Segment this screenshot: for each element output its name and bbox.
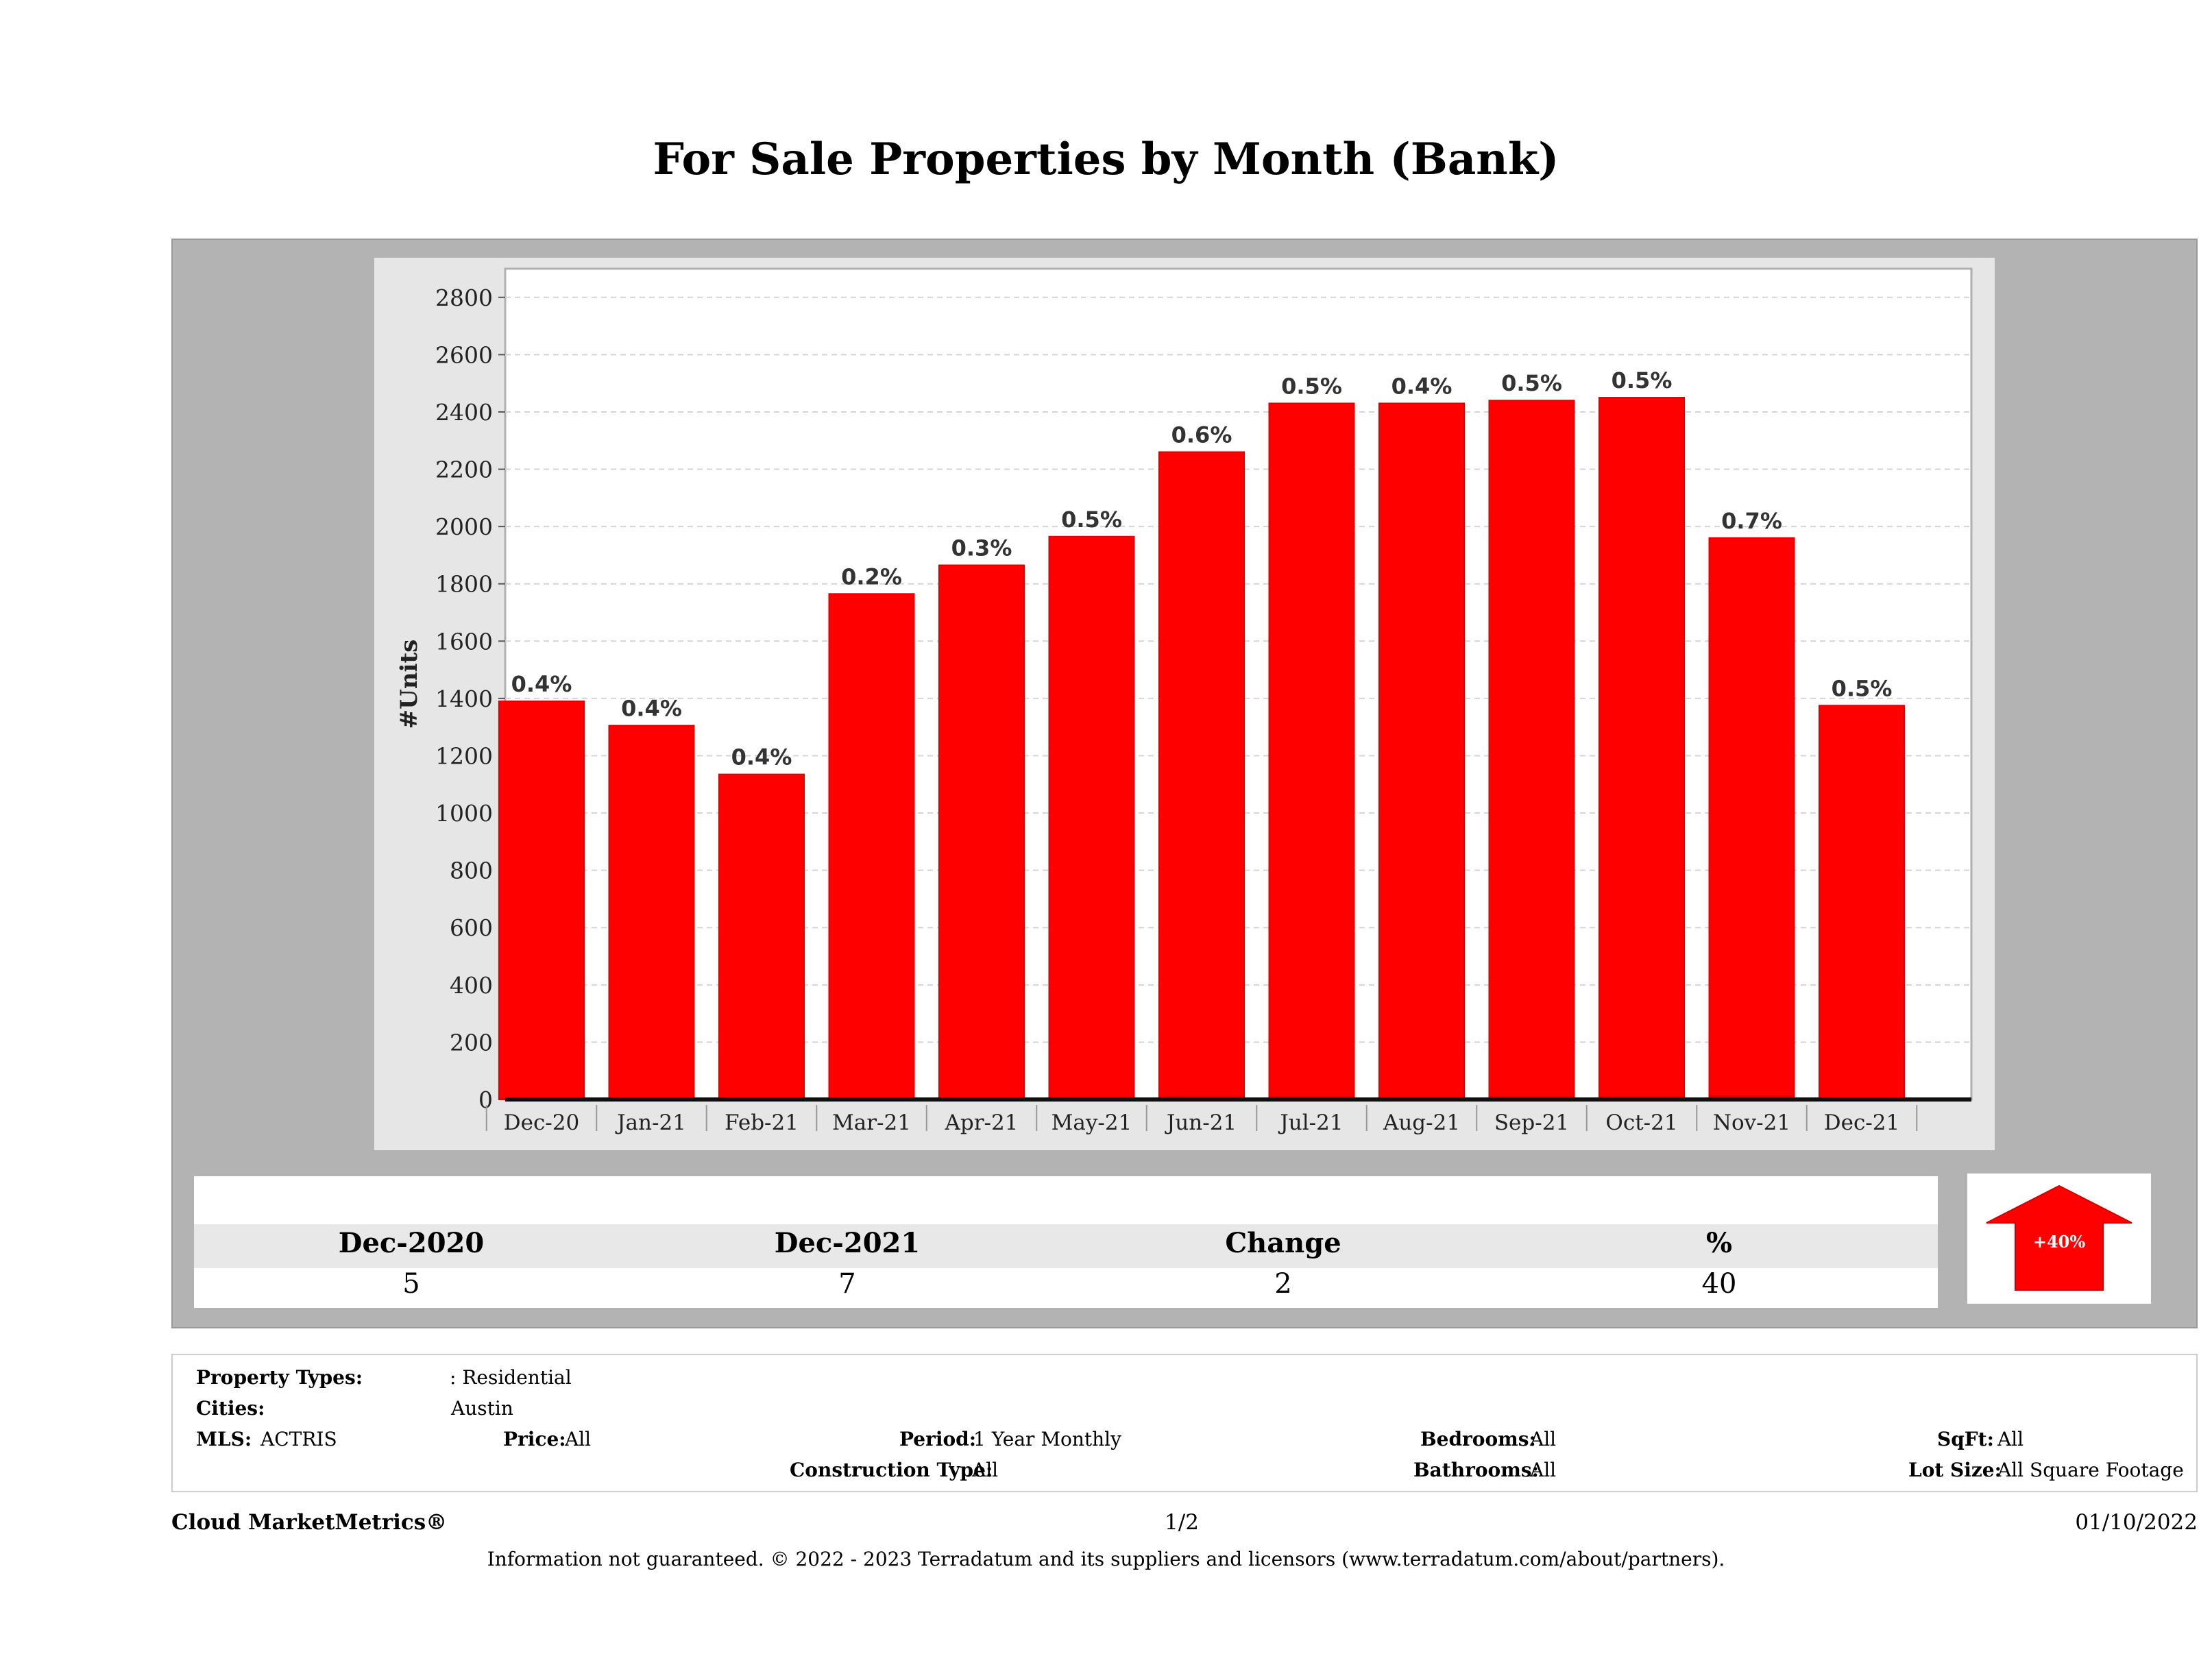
summary-value-start: 5: [402, 1268, 420, 1300]
summary-value-band: [194, 1268, 1938, 1308]
bar: [1819, 705, 1905, 1100]
price-label: Price:: [503, 1428, 566, 1450]
y-axis-label: #Units: [396, 640, 423, 729]
construction-type-label: Construction Type:: [790, 1459, 993, 1481]
x-tick-label: Dec-20: [504, 1110, 579, 1135]
summary-header-change: Change: [1225, 1227, 1341, 1259]
data-label: 0.5%: [1061, 507, 1122, 533]
summary-header-band: [194, 1224, 1938, 1268]
x-tick-label: Apr-21: [945, 1110, 1019, 1135]
bedrooms-value: All: [1530, 1428, 1557, 1450]
x-tick-label: Jul-21: [1278, 1110, 1343, 1135]
y-tick-label: 1400: [435, 685, 493, 712]
bar-chart: 0 200 400 600 800 1000 1200 1400 1600 1800 2000 220…: [396, 267, 1973, 1135]
y-tick-label: 2200: [435, 457, 493, 483]
data-label: 0.5%: [1612, 367, 1673, 393]
page-number: 1/2: [1165, 1510, 1199, 1535]
x-tick-label: Dec-21: [1824, 1110, 1899, 1135]
y-tick-label: 1200: [435, 742, 493, 769]
brand-name: Cloud MarketMetrics®: [171, 1510, 448, 1535]
x-tick-label: Aug-21: [1383, 1110, 1460, 1135]
change-badge-label: +40%: [2033, 1232, 2086, 1252]
y-tick-label: 600: [450, 914, 493, 941]
data-label: 0.4%: [731, 744, 792, 770]
x-tick-label: Jun-21: [1165, 1110, 1237, 1135]
data-label: 0.4%: [1391, 373, 1453, 399]
y-tick-label: 1000: [435, 800, 493, 827]
y-tick-label: 400: [450, 972, 493, 999]
y-tick-label: 2800: [435, 284, 493, 311]
bar: [1488, 400, 1575, 1100]
bar: [828, 593, 915, 1100]
sqft-label: SqFt:: [1937, 1428, 1994, 1450]
x-tick-label: Sep-21: [1494, 1110, 1569, 1135]
bar: [1378, 402, 1465, 1100]
property-types-label: Property Types:: [196, 1366, 363, 1389]
y-tick-label: 1800: [435, 571, 493, 598]
data-label: 0.5%: [1501, 370, 1562, 396]
filter-summary: [171, 1354, 2198, 1492]
bar: [1048, 535, 1135, 1100]
mls-label: MLS:: [196, 1428, 252, 1450]
summary-header-percent: %: [1705, 1227, 1732, 1259]
change-indicator: +40%: [1967, 1174, 2151, 1304]
summary-spacer: [194, 1176, 1938, 1224]
y-tick-label: 2600: [435, 341, 493, 368]
x-tick-label: May-21: [1052, 1110, 1132, 1135]
bar: [938, 564, 1025, 1101]
data-label: 0.4%: [511, 671, 572, 697]
bathrooms-label: Bathrooms:: [1413, 1459, 1539, 1481]
period-label: Period:: [899, 1428, 977, 1450]
report-date: 01/10/2022: [2075, 1510, 2198, 1535]
bar: [1268, 402, 1355, 1100]
bar: [498, 701, 585, 1100]
summary-value-percent: 40: [1701, 1268, 1737, 1300]
bar: [1158, 451, 1245, 1100]
data-label: 0.3%: [951, 535, 1012, 561]
x-tick-label: Nov-21: [1713, 1110, 1790, 1135]
cities-label: Cities:: [196, 1397, 265, 1420]
mls-value: ACTRIS: [260, 1428, 337, 1450]
y-tick-label: 2000: [435, 513, 493, 540]
up-arrow-icon: +40%: [1986, 1184, 2132, 1291]
cities-value: Austin: [451, 1397, 513, 1420]
y-tick-label: 800: [450, 858, 493, 884]
y-tick-label: 0: [478, 1086, 493, 1113]
bedrooms-label: Bedrooms:: [1420, 1428, 1536, 1450]
summary-value-change: 2: [1274, 1268, 1292, 1300]
y-tick-label: 2400: [435, 399, 493, 426]
summary-value-end: 7: [838, 1268, 856, 1300]
bar: [608, 725, 695, 1100]
data-label: 0.4%: [621, 696, 682, 722]
data-label: 0.7%: [1721, 508, 1782, 534]
y-tick-label: 200: [450, 1029, 493, 1056]
x-tick-label: Jan-21: [615, 1110, 686, 1135]
page-title: For Sale Properties by Month (Bank): [653, 134, 1559, 185]
data-label: 0.6%: [1171, 422, 1232, 448]
price-value: All: [565, 1428, 592, 1450]
summary-header-start: Dec-2020: [338, 1227, 485, 1259]
disclaimer: Information not guaranteed. © 2022 - 202…: [487, 1548, 1725, 1570]
x-tick-label: Feb-21: [725, 1110, 799, 1135]
data-label: 0.5%: [1281, 373, 1342, 399]
bar: [718, 773, 805, 1100]
y-tick-label: 1600: [435, 628, 493, 655]
summary-header-end: Dec-2021: [774, 1227, 921, 1259]
lot-size-value: All Square Footage: [1997, 1459, 2184, 1481]
bathrooms-value: All: [1530, 1459, 1557, 1481]
bar: [1708, 537, 1795, 1100]
x-tick-label: Mar-21: [832, 1110, 911, 1135]
sqft-value: All: [1997, 1428, 2024, 1450]
x-tick-label: Oct-21: [1605, 1110, 1677, 1135]
bar: [1599, 397, 1685, 1100]
period-value: 1 Year Monthly: [973, 1428, 1121, 1450]
lot-size-label: Lot Size:: [1908, 1459, 2002, 1481]
construction-type-value: All: [972, 1459, 999, 1481]
data-label: 0.5%: [1832, 675, 1893, 701]
property-types-value: : Residential: [450, 1366, 572, 1389]
data-label: 0.2%: [841, 563, 902, 589]
